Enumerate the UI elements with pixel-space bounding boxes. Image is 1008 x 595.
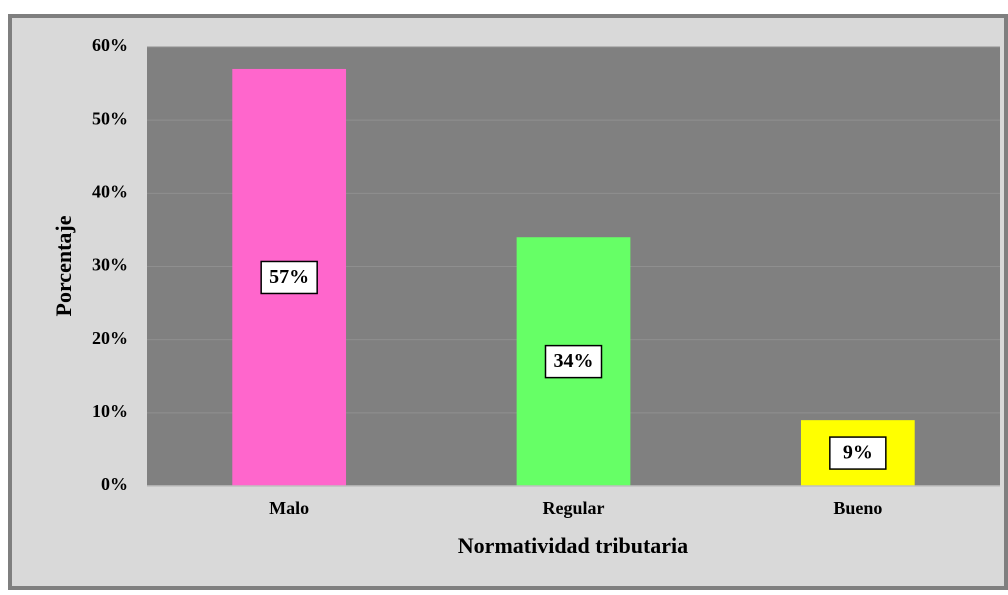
data-label-box <box>260 260 318 295</box>
x-tick-label: Malo <box>269 498 309 518</box>
data-label-box <box>544 344 603 379</box>
data-label: 34% <box>554 350 594 372</box>
y-axis-title: Porcentaje <box>51 215 76 316</box>
y-tick-label: 10% <box>92 401 128 421</box>
x-axis-title: Normatividad tributaria <box>458 533 688 558</box>
y-tick-label: 40% <box>92 181 128 201</box>
y-tick-label: 20% <box>92 328 128 348</box>
data-label: 57% <box>269 266 309 288</box>
x-tick-label: Bueno <box>833 498 882 518</box>
x-tick-label: Regular <box>543 498 605 518</box>
y-tick-label: 60% <box>92 35 128 55</box>
data-label-box <box>829 436 887 470</box>
y-tick-label: 30% <box>92 255 128 275</box>
data-label: 9% <box>843 442 873 464</box>
y-tick-label: 50% <box>92 108 128 128</box>
y-tick-label: 0% <box>101 474 128 494</box>
